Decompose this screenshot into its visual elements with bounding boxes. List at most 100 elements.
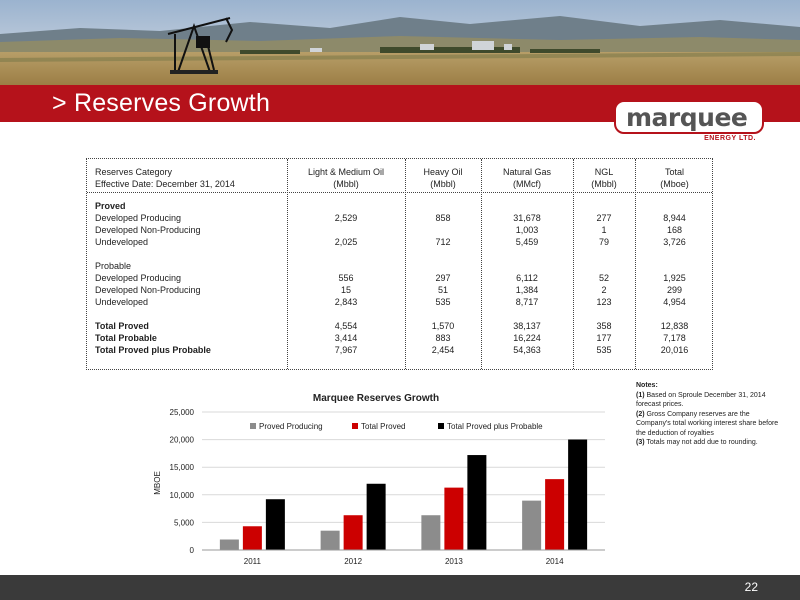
legend-swatch <box>352 423 358 429</box>
header-total-unit: (Mboe) <box>660 179 689 189</box>
row-label-total-proved-plus-probable: Total Proved plus Probable <box>95 345 211 355</box>
header-light-medium-oil-unit: (Mbbl) <box>333 179 359 189</box>
note-number: (2) <box>636 410 645 418</box>
legend-swatch <box>438 423 444 429</box>
cell-value: 2,025 <box>334 237 358 247</box>
reserves-table: Reserves Category Effective Date: Decemb… <box>86 158 713 370</box>
x-tick-label: 2014 <box>546 557 564 566</box>
bar-total-proved <box>343 515 363 550</box>
cell-value: 2 <box>601 285 607 295</box>
bar-chart-svg: Marquee Reserves Growth MBOE 0 5,000 10,00… <box>153 393 605 566</box>
cell-value: 277 <box>596 213 612 223</box>
marquee-energy-logo: marquee ENERGY LTD. <box>614 100 764 144</box>
cell-value: 4,954 <box>663 297 686 307</box>
row-label-total-proved: Total Proved <box>95 321 149 331</box>
x-tick-label: 2013 <box>445 557 463 566</box>
row-label: Developed Non-Producing <box>95 285 201 295</box>
bar-total-proved-plus-probable <box>366 483 386 550</box>
legend-label: Total Proved <box>361 422 405 431</box>
cell-value: 858 <box>435 213 451 223</box>
column-divider <box>405 159 406 369</box>
header-heavy-oil-unit: (Mbbl) <box>430 179 456 189</box>
cell-value: 52 <box>598 273 609 283</box>
cell-value: 4,554 <box>334 321 358 331</box>
row-label: Undeveloped <box>95 297 149 307</box>
cell-value: 1,003 <box>515 225 539 235</box>
column-divider <box>481 159 482 369</box>
note-text: Based on Sproule December 31, 2014 forec… <box>636 391 766 409</box>
cell-value: 51 <box>437 285 448 295</box>
note-item: (1) Based on Sproule December 31, 2014 f… <box>636 391 784 410</box>
landscape-banner-image <box>0 0 800 85</box>
cell-value: 123 <box>596 297 612 307</box>
cell-value: 358 <box>596 321 612 331</box>
header-heavy-oil: Heavy Oil <box>423 167 463 177</box>
slide-title: > Reserves Growth <box>52 89 271 117</box>
logo-subtitle: ENERGY LTD. <box>704 135 756 142</box>
column-divider <box>573 159 574 369</box>
legend-swatch <box>250 423 256 429</box>
cell-value: 1,384 <box>515 285 539 295</box>
logo-frame: marquee <box>614 100 764 134</box>
bar-total-proved-plus-probable <box>467 455 487 550</box>
y-tick-label: 25,000 <box>170 408 195 417</box>
note-text: Totals may not add due to rounding. <box>644 439 758 446</box>
cell-value: 3,726 <box>663 237 686 247</box>
oil-pumpjack-landscape <box>0 0 800 85</box>
header-natural-gas-unit: (MMcf) <box>513 179 541 189</box>
y-tick-label: 5,000 <box>174 518 195 527</box>
bar-proved-producing <box>219 539 239 550</box>
cell-value: 54,363 <box>513 345 541 355</box>
bar-total-proved-plus-probable <box>265 499 285 550</box>
y-tick-label: 0 <box>190 546 195 555</box>
cell-value: 38,137 <box>513 321 541 331</box>
cell-value: 20,016 <box>660 345 689 355</box>
column-divider <box>287 159 288 369</box>
cell-value: 16,224 <box>513 333 541 343</box>
legend-label: Proved Producing <box>259 422 323 431</box>
cell-value: 1,925 <box>663 273 686 283</box>
notes-panel: Notes: (1) Based on Sproule December 31,… <box>636 381 784 448</box>
row-label-proved: Proved <box>95 201 126 211</box>
cell-value: 883 <box>435 333 451 343</box>
cell-value: 535 <box>596 345 612 355</box>
cell-value: 8,717 <box>515 297 539 307</box>
cell-value: 79 <box>598 237 609 247</box>
cell-value: 7,178 <box>663 333 686 343</box>
cell-value: 177 <box>596 333 612 343</box>
cell-value: 6,112 <box>516 273 538 283</box>
cell-value: 15 <box>340 285 351 295</box>
cell-value: 168 <box>666 225 683 235</box>
cell-value: 3,414 <box>334 333 358 343</box>
bar-total-proved <box>444 487 464 550</box>
note-text: Gross Company reserves are the Company's… <box>636 410 779 437</box>
note-number: (3) <box>636 439 645 446</box>
footer-bar: 22 <box>0 575 800 600</box>
row-label: Developed Producing <box>95 213 182 223</box>
bar-total-proved <box>545 479 565 550</box>
cell-value: 712 <box>435 237 451 247</box>
x-tick-label: 2011 <box>244 557 262 566</box>
cell-value: 1 <box>601 225 607 235</box>
notes-title: Notes: <box>636 382 658 389</box>
note-number: (1) <box>636 391 645 399</box>
cell-value: 1,570 <box>431 321 455 331</box>
cell-value: 297 <box>435 273 451 283</box>
row-label-probable: Probable <box>95 261 132 271</box>
row-label-total-probable: Total Probable <box>95 333 157 343</box>
logo-wordmark: marquee <box>626 103 748 132</box>
bar-proved-producing <box>522 500 542 550</box>
bar-proved-producing <box>421 515 441 550</box>
header-light-medium-oil: Light & Medium Oil <box>307 167 385 177</box>
cell-value: 5,459 <box>515 237 539 247</box>
cell-value: 8,944 <box>663 213 686 223</box>
row-label: Undeveloped <box>95 237 149 247</box>
cell-value: 2,529 <box>334 213 358 223</box>
header-divider <box>87 192 712 193</box>
header-total: Total <box>664 167 684 177</box>
y-axis-label: MBOE <box>153 471 162 495</box>
row-label: Developed Non-Producing <box>95 225 201 235</box>
y-tick-label: 15,000 <box>170 463 195 472</box>
cell-value: 556 <box>338 273 354 283</box>
note-item: (2) Gross Company reserves are the Compa… <box>636 410 784 439</box>
